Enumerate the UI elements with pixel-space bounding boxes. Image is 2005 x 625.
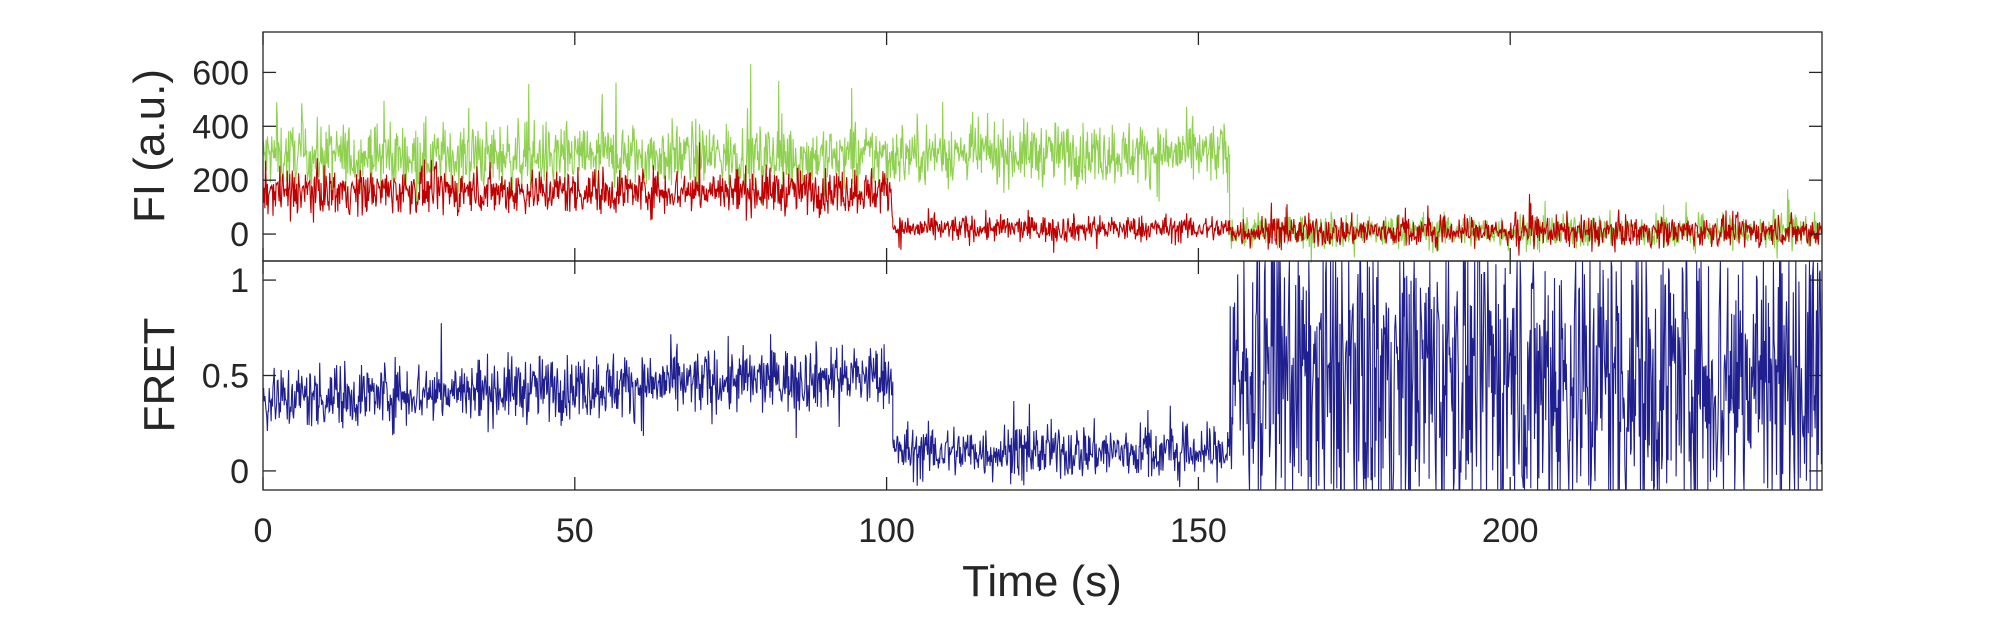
xtick-label: 200 — [1482, 512, 1539, 550]
top-ytick-label: 400 — [192, 108, 249, 146]
bottom-series-0-line — [262, 260, 1823, 491]
fret-trace — [262, 260, 1823, 491]
top-y-axis-ticks: 0 200 400 600 — [192, 54, 1822, 254]
xtick-label: 150 — [1170, 512, 1227, 550]
top-ytick-label: 0 — [230, 216, 249, 254]
xtick-label: 50 — [556, 512, 594, 550]
x-axis-label: Time (s) — [962, 557, 1122, 606]
xtick-label: 0 — [254, 512, 273, 550]
bottom-ytick-label: 1 — [230, 262, 249, 300]
fluorescence-intensity-panel: 0 200 400 600 FI (a.u.) — [125, 31, 1823, 263]
top-series-1-line — [262, 142, 1823, 256]
fluorescence-traces — [262, 63, 1823, 263]
bottom-ytick-label: 0.5 — [202, 358, 249, 396]
bottom-y-axis-label: FRET — [135, 318, 184, 433]
bottom-y-axis-ticks: 00.51 — [202, 262, 1822, 491]
top-y-axis-label: FI (a.u.) — [125, 69, 174, 223]
top-series-0-line — [262, 63, 1823, 263]
top-ytick-label: 200 — [192, 162, 249, 200]
bottom-ytick-label: 0 — [230, 453, 249, 491]
xtick-label: 100 — [858, 512, 915, 550]
fret-efficiency-panel: 00.51 0 50 100 150 200 FRET Time (s) — [135, 32, 1823, 606]
x-axis-ticks: 0 50 100 150 200 — [254, 32, 1539, 550]
top-ytick-label: 600 — [192, 54, 249, 92]
